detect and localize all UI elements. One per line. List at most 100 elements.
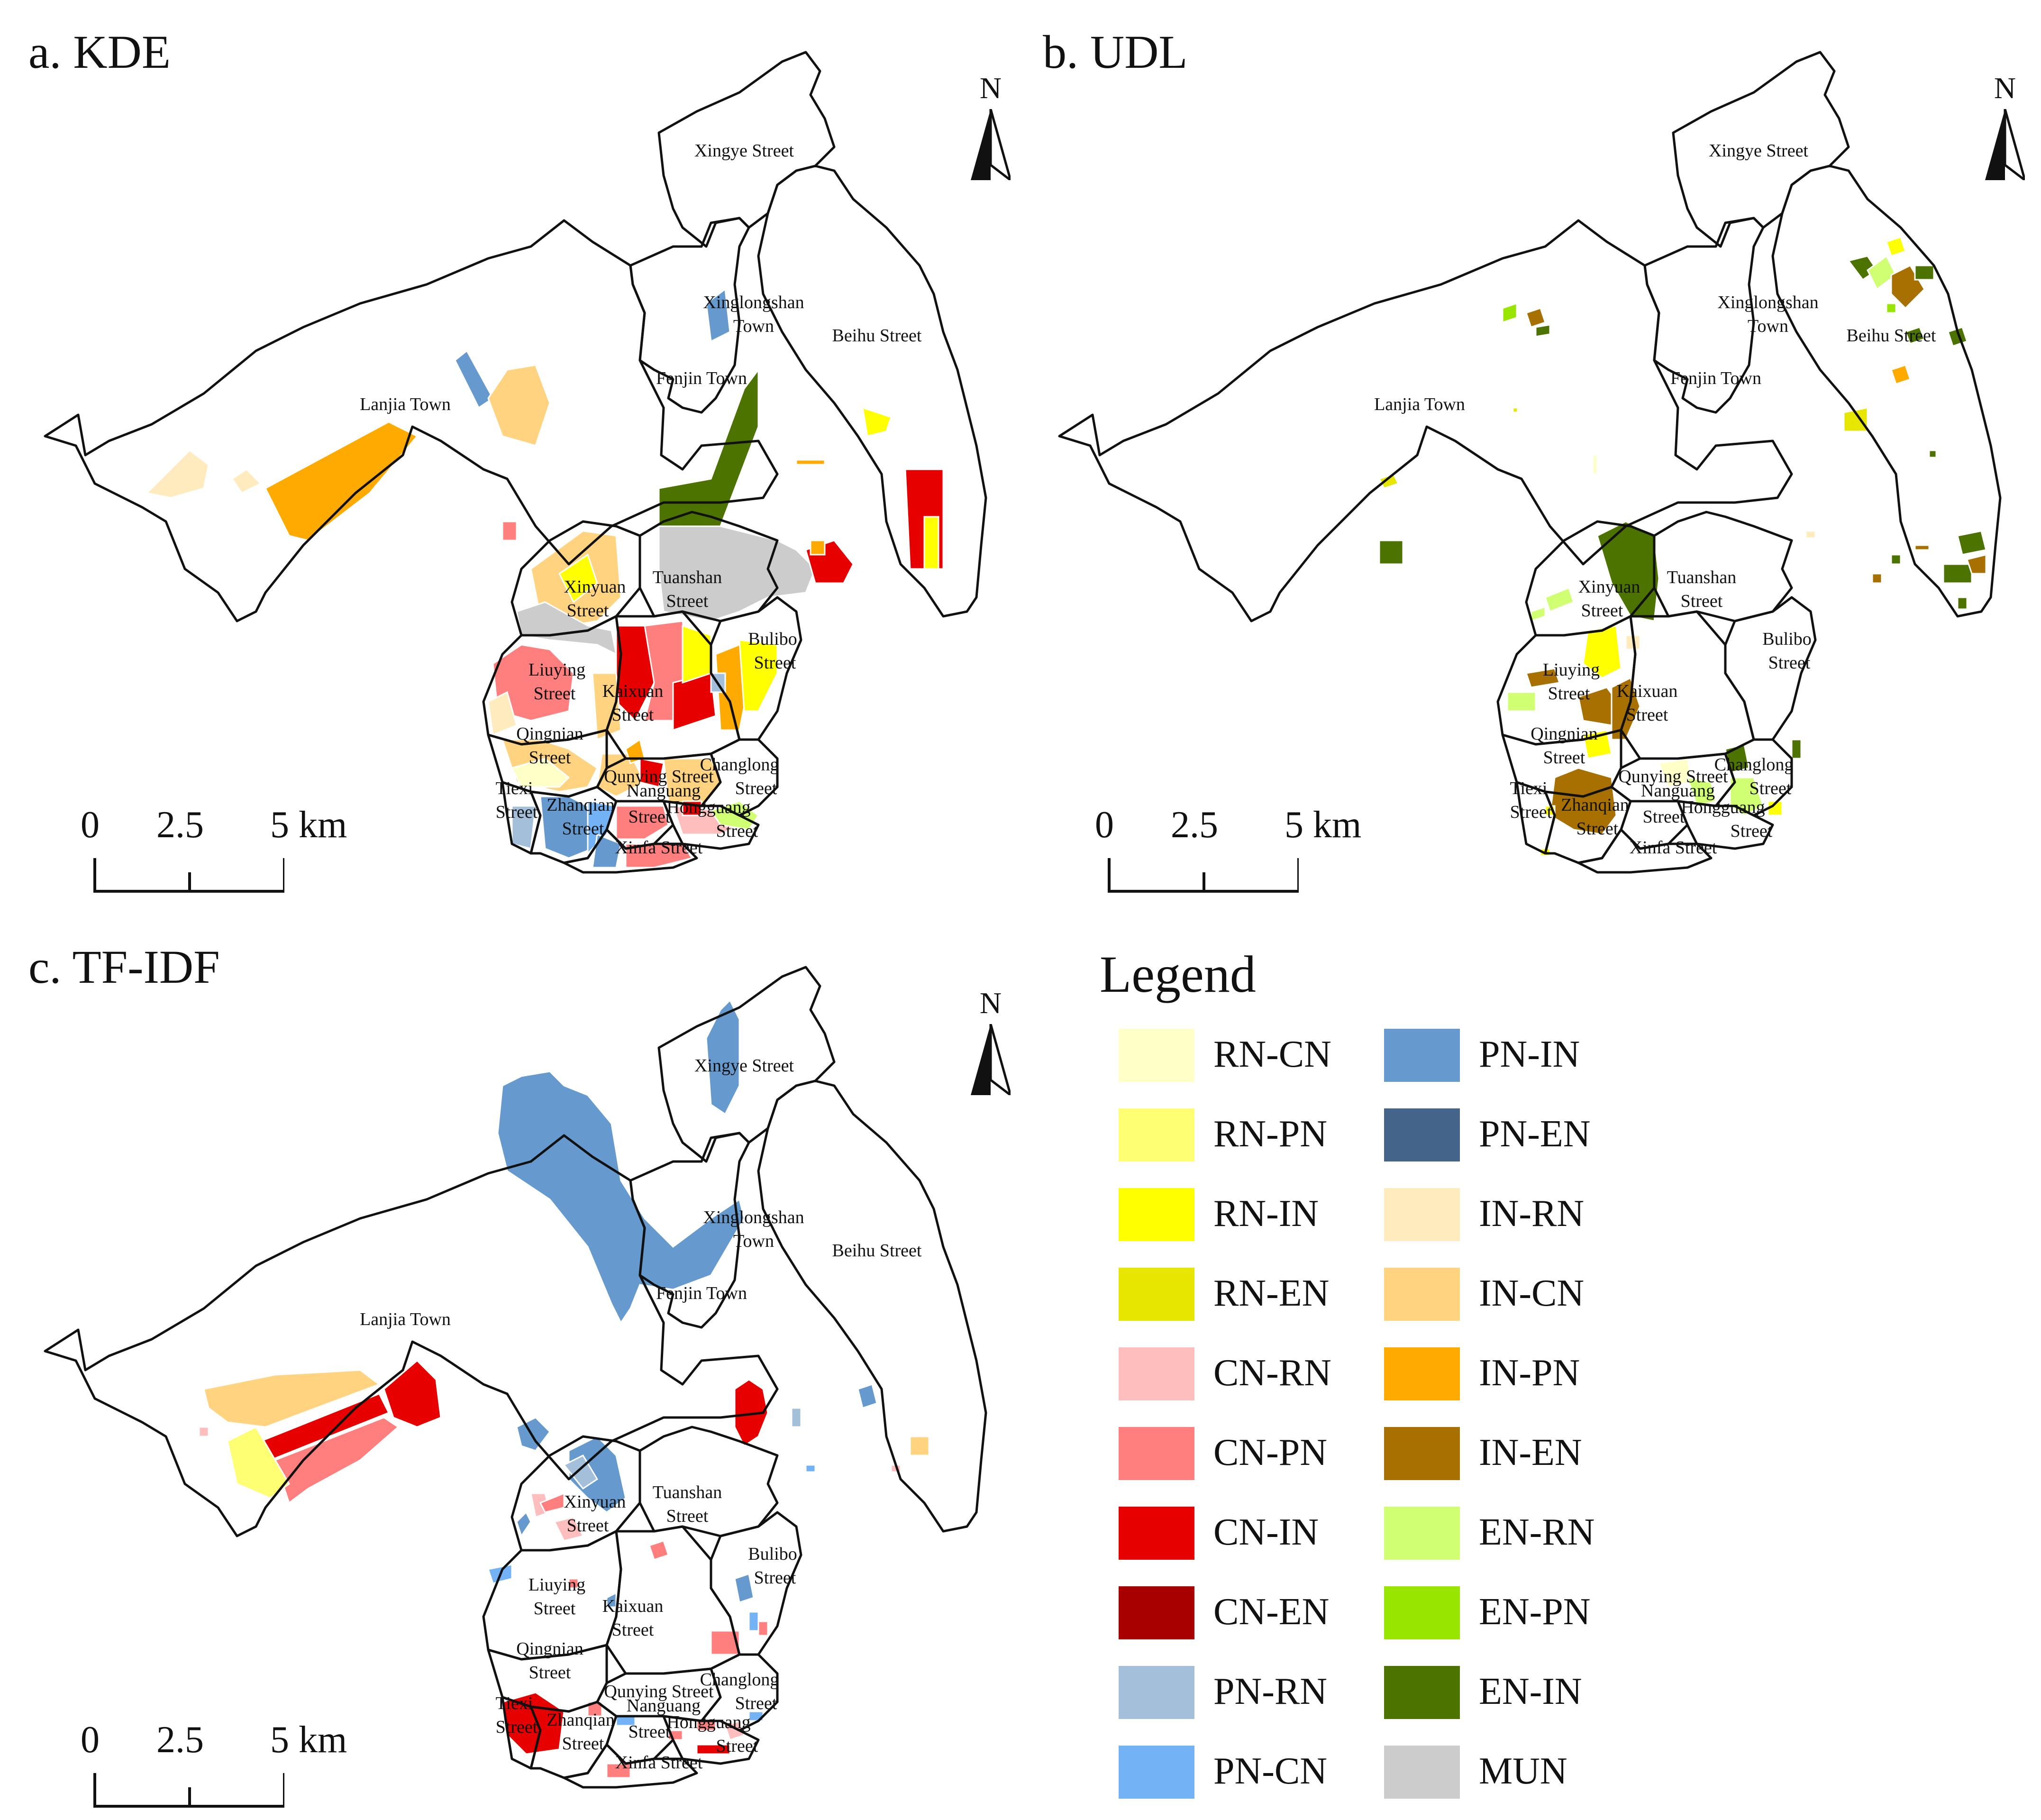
scale-tick-2-5: 2.5 bbox=[156, 804, 204, 846]
place-label-hongguang: Hongguang bbox=[666, 797, 750, 817]
scale-bar-line bbox=[93, 1773, 284, 1808]
north-arrow-icon bbox=[1985, 109, 2025, 180]
district-xinglongshan-outline bbox=[1643, 217, 1765, 414]
patch-rn-in bbox=[1886, 236, 1906, 257]
legend-label: IN-RN bbox=[1479, 1193, 1585, 1235]
patch-en-pn bbox=[1886, 302, 1897, 314]
patch-in-rn bbox=[487, 691, 518, 736]
patch-en-in bbox=[1791, 739, 1802, 759]
legend-item: IN-EN bbox=[1365, 1427, 1612, 1480]
place-label-qingnian: Street bbox=[529, 1663, 571, 1683]
patch-en-in bbox=[1904, 326, 1925, 345]
patch-in-en bbox=[1525, 668, 1560, 688]
place-label-qingnian: Qingnian bbox=[516, 1639, 583, 1659]
patch-cn-in bbox=[696, 1744, 731, 1755]
place-label-xinyuan: Xinyuan bbox=[564, 577, 626, 597]
district-changlong-outline bbox=[700, 738, 779, 817]
legend-swatch bbox=[1384, 1427, 1460, 1480]
patch-in-rn bbox=[231, 468, 262, 494]
place-label-kaixuan: Street bbox=[612, 1620, 654, 1640]
place-label-nanguang: Nanguang bbox=[627, 1696, 701, 1716]
patch-rn-cn bbox=[510, 758, 570, 788]
place-label-tiexi: Street bbox=[1510, 802, 1552, 822]
legend-swatch bbox=[1384, 1268, 1460, 1321]
legend-label: CN-IN bbox=[1213, 1511, 1319, 1553]
district-tuanshan-outline bbox=[1653, 511, 1793, 622]
legend-label: RN-CN bbox=[1213, 1033, 1331, 1075]
patch-in-rn bbox=[1805, 530, 1816, 539]
place-label-changlong: Changlong bbox=[1714, 755, 1794, 775]
place-label-xingye: Xingye Street bbox=[694, 1056, 794, 1076]
legend: Legend RN-CN RN-PN RN-IN RN-EN CN-RN CN-PN CN-… bbox=[1100, 948, 1595, 1802]
scale-tick-0: 0 bbox=[81, 804, 100, 846]
scale-tick-2-5: 2.5 bbox=[1171, 804, 1218, 846]
legend-item: PN-RN bbox=[1100, 1666, 1346, 1719]
patch-rn-in bbox=[558, 553, 598, 604]
place-label-xinyuan: Xinyuan bbox=[1578, 577, 1640, 597]
legend-item: RN-IN bbox=[1100, 1188, 1346, 1241]
patch-rn-en bbox=[1378, 473, 1400, 489]
patch-cn-rn bbox=[553, 1516, 584, 1542]
patch-in-cn bbox=[203, 1369, 381, 1428]
place-label-lanjia: Lanjia Town bbox=[1374, 394, 1465, 414]
patch-cn-in bbox=[383, 1359, 442, 1428]
scale-bar-line bbox=[1108, 858, 1299, 893]
patch-in-cn bbox=[592, 672, 622, 741]
panel-title: b. UDL bbox=[1043, 26, 1188, 78]
place-label-liuying: Liuying bbox=[528, 660, 585, 680]
panel-title: a. KDE bbox=[28, 26, 171, 78]
legend-item: IN-CN bbox=[1365, 1268, 1612, 1321]
place-label-hongguang: Hongguang bbox=[1681, 797, 1765, 817]
place-label-zhanqian: Street bbox=[1576, 819, 1619, 839]
legend-item: PN-CN bbox=[1100, 1746, 1346, 1799]
place-label-tiexi: Tiexi bbox=[1510, 778, 1548, 798]
place-label-xinglongshan: Town bbox=[733, 1231, 774, 1251]
legend-label: EN-IN bbox=[1479, 1671, 1582, 1712]
legend-swatch bbox=[1384, 1188, 1460, 1241]
place-label-changlong: Street bbox=[735, 1693, 777, 1713]
patch-en-in bbox=[1378, 540, 1404, 565]
district-beihu-outline bbox=[757, 1079, 987, 1533]
district-beihu-outline bbox=[1771, 165, 2002, 618]
place-label-xinyuan: Street bbox=[1581, 601, 1623, 621]
patch-en-rn bbox=[1506, 691, 1537, 712]
legend-swatch bbox=[1119, 1029, 1194, 1082]
kde-map-canvas: Xingye Street Xinglongshan Town Beihu Stree… bbox=[44, 51, 987, 874]
patch-rn-cn bbox=[1592, 454, 1598, 475]
patch-en-in bbox=[1957, 530, 1987, 556]
patch-en-rn bbox=[1729, 777, 1764, 816]
north-label: N bbox=[979, 71, 1002, 105]
place-label-qunying: Qunying Street bbox=[604, 767, 714, 787]
district-hongguang-outline bbox=[662, 1715, 760, 1765]
place-label-tuanshan: Tuanshan bbox=[653, 567, 722, 587]
place-label-xingye: Xingye Street bbox=[694, 141, 794, 161]
scale-tick-5: 5 km bbox=[270, 804, 347, 846]
place-label-tuanshan: Tuanshan bbox=[1667, 567, 1736, 587]
place-label-xinglongshan: Town bbox=[733, 316, 774, 336]
legend-item: CN-IN bbox=[1100, 1507, 1346, 1560]
district-changlong-outline bbox=[700, 1653, 779, 1732]
place-label-zhanqian: Street bbox=[562, 1734, 604, 1754]
legend-item: RN-PN bbox=[1100, 1108, 1346, 1162]
legend-label: RN-PN bbox=[1213, 1113, 1328, 1155]
place-label-tuanshan: Street bbox=[666, 591, 709, 611]
patch-pn-in bbox=[734, 1573, 755, 1603]
place-label-nanguang: Nanguang bbox=[1641, 781, 1715, 801]
place-label-lanjia: Lanjia Town bbox=[360, 1309, 451, 1329]
place-label-beihu: Beihu Street bbox=[1847, 326, 1936, 346]
scale-bar: 0 2.5 5 km bbox=[76, 804, 347, 901]
district-xinglongshan-outline bbox=[629, 217, 750, 414]
place-label-fenjin: Fenjin Town bbox=[656, 1283, 747, 1303]
legend-item: EN-PN bbox=[1365, 1586, 1612, 1639]
legend-swatch bbox=[1384, 1029, 1460, 1082]
place-label-fenjin: Fenjin Town bbox=[656, 368, 747, 388]
scale-tick-5: 5 km bbox=[270, 1719, 347, 1761]
place-label-beihu: Beihu Street bbox=[832, 1241, 922, 1261]
patch-en-in bbox=[1957, 596, 1968, 610]
legend-swatch bbox=[1384, 1666, 1460, 1719]
legend-swatch bbox=[1119, 1427, 1194, 1480]
patch-cn-pn bbox=[648, 1540, 669, 1561]
patch-pn-cn bbox=[587, 800, 617, 855]
place-label-zhanqian: Zhanqian bbox=[547, 795, 615, 815]
place-label-qunying: Qunying Street bbox=[1618, 767, 1728, 787]
